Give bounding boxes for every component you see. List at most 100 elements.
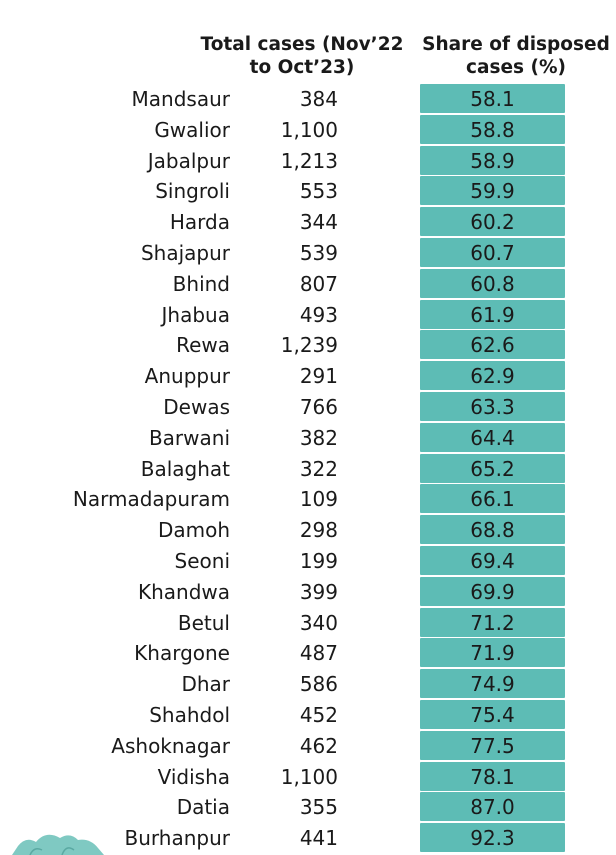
share-value: 65.2 xyxy=(470,456,515,481)
table-row: Dewas 766 63.3 xyxy=(0,392,616,423)
total-cases-value: 452 xyxy=(299,703,338,727)
table-row: Seoni 199 69.4 xyxy=(0,546,616,577)
district-name: Narmadapuram xyxy=(72,487,230,512)
share-value: 60.8 xyxy=(470,271,515,296)
share-cell xyxy=(420,546,565,575)
district-name: Jhabua xyxy=(161,302,230,327)
total-cases-value: 344 xyxy=(299,210,338,235)
share-cell xyxy=(420,484,565,514)
share-value: 68.8 xyxy=(470,518,515,543)
share-value: 87.0 xyxy=(470,795,515,820)
table-row: Betul 340 71.2 xyxy=(0,607,616,639)
district-name: Rewa xyxy=(176,333,230,358)
share-value: 78.1 xyxy=(470,764,515,789)
share-value: 59.9 xyxy=(470,179,515,204)
total-cases-value: 462 xyxy=(299,733,338,758)
total-cases-value: 1,213 xyxy=(280,148,338,173)
hill-illustration xyxy=(12,834,104,855)
share-value: 60.7 xyxy=(470,241,515,265)
total-cases-value: 199 xyxy=(299,549,338,573)
total-cases-value: 807 xyxy=(299,271,338,296)
table-row: Narmadapuram 109 66.1 xyxy=(0,484,616,515)
total-cases-value: 399 xyxy=(299,579,338,604)
total-cases-value: 298 xyxy=(299,518,338,543)
share-cell xyxy=(420,392,565,421)
district-name: Shajapur xyxy=(140,241,230,265)
share-value: 92.3 xyxy=(470,826,515,851)
table-row: Burhanpur 441 92.3 xyxy=(0,823,616,854)
share-value: 75.4 xyxy=(470,703,515,727)
table-row: Dhar 586 74.9 xyxy=(0,669,616,700)
table-row: Bhind 807 60.8 xyxy=(0,268,616,300)
share-cell xyxy=(420,792,565,822)
share-value: 77.5 xyxy=(470,733,515,758)
share-disposed-header-line1: Share of disposed xyxy=(422,34,610,55)
share-cell xyxy=(420,176,565,206)
total-cases-header-line1: Total cases (Nov’22 xyxy=(200,34,404,55)
share-cell xyxy=(420,761,565,791)
total-cases-value: 382 xyxy=(299,425,338,450)
table-row: Damoh 298 68.8 xyxy=(0,515,616,546)
total-cases-value: 766 xyxy=(299,395,338,419)
share-cell xyxy=(420,268,565,298)
total-cases-value: 109 xyxy=(299,487,338,512)
share-cell xyxy=(420,145,565,175)
share-value: 69.9 xyxy=(470,579,515,604)
table-row: Khargone 487 71.9 xyxy=(0,638,616,669)
share-cell xyxy=(420,638,565,668)
table-row: Ashoknagar 462 77.5 xyxy=(0,730,616,762)
table-row: Singroli 553 59.9 xyxy=(0,176,616,207)
district-name: Betul xyxy=(177,610,230,635)
share-cell xyxy=(420,114,565,144)
district-name: Barwani xyxy=(148,425,230,450)
table-row: Harda 344 60.2 xyxy=(0,207,616,238)
share-cell xyxy=(420,576,565,606)
district-name: Jabalpur xyxy=(147,148,230,173)
table-row: Anuppur 291 62.9 xyxy=(0,361,616,392)
share-value: 58.9 xyxy=(470,148,515,173)
table-row: Datia 355 87.0 xyxy=(0,792,616,823)
district-name: Burhanpur xyxy=(124,826,230,851)
share-cell xyxy=(420,207,565,237)
total-cases-value: 539 xyxy=(299,241,338,265)
district-name: Dhar xyxy=(181,672,230,697)
share-cell xyxy=(420,299,565,329)
share-value: 71.9 xyxy=(470,641,515,666)
district-name: Harda xyxy=(169,210,230,235)
table-row: Barwani 382 64.4 xyxy=(0,422,616,454)
district-name: Datia xyxy=(176,795,230,820)
share-value: 62.6 xyxy=(470,333,515,358)
district-name: Mandsaur xyxy=(131,87,230,111)
total-cases-value: 487 xyxy=(299,641,338,666)
district-name: Shahdol xyxy=(149,703,230,727)
share-cell xyxy=(420,84,565,113)
share-cell xyxy=(420,823,565,853)
share-cell xyxy=(420,730,565,760)
table-row: Balaghat 322 65.2 xyxy=(0,453,616,485)
share-value: 61.9 xyxy=(470,302,515,327)
share-cell xyxy=(420,607,565,637)
share-value: 62.9 xyxy=(470,364,515,389)
table-row: Shajapur 539 60.7 xyxy=(0,238,616,269)
district-name: Anuppur xyxy=(144,364,230,389)
table-row: Vidisha 1,100 78.1 xyxy=(0,761,616,793)
share-cell xyxy=(420,238,565,267)
share-value: 58.8 xyxy=(470,117,515,142)
total-cases-header-line2: to Oct’23) xyxy=(249,57,355,78)
district-name: Vidisha xyxy=(157,764,230,789)
share-value: 63.3 xyxy=(470,395,515,419)
total-cases-value: 291 xyxy=(299,364,338,389)
total-cases-value: 1,239 xyxy=(280,333,338,358)
district-name: Khandwa xyxy=(137,579,230,604)
share-value: 60.2 xyxy=(470,210,515,235)
share-value: 66.1 xyxy=(470,487,515,512)
district-name: Dewas xyxy=(163,395,230,419)
share-cell xyxy=(420,330,565,360)
total-cases-value: 441 xyxy=(299,826,338,851)
table-row: Mandsaur 384 58.1 xyxy=(0,84,616,115)
total-cases-value: 553 xyxy=(299,179,338,204)
district-name: Singroli xyxy=(155,179,230,204)
total-cases-value: 322 xyxy=(299,456,338,481)
share-cell xyxy=(420,700,565,729)
district-name: Damoh xyxy=(157,518,230,543)
